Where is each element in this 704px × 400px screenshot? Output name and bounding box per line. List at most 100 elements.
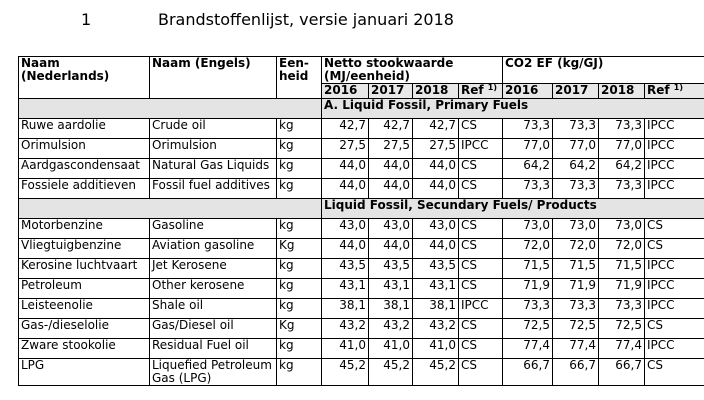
- cell-co2-value: 66,7: [598, 358, 645, 386]
- section-spacer: [18, 198, 322, 219]
- cell-net-ref: CS: [458, 238, 503, 259]
- cell-net-value: 27,5: [412, 138, 459, 159]
- cell-unit: kg: [276, 118, 322, 139]
- cell-co2-value: 71,9: [552, 278, 599, 299]
- year-header: 2018: [412, 83, 459, 99]
- cell-net-value: 45,2: [368, 358, 413, 386]
- cell-co2-value: 72,5: [502, 318, 553, 339]
- cell-net-value: 43,2: [368, 318, 413, 339]
- col-header-co2-ef: CO2 EF (kg/GJ): [501, 56, 704, 84]
- cell-name-en: Jet Kerosene: [149, 258, 277, 279]
- table-row: Vliegtuigbenzine Aviation gasoline Kg 44,0 4…: [18, 238, 704, 259]
- cell-net-ref: CS: [458, 318, 503, 339]
- cell-unit: kg: [276, 278, 322, 299]
- ref-header: Ref 1): [643, 83, 704, 99]
- table-row: Petroleum Other kerosene kg 43,1 43,1 43,1 CS 7…: [18, 278, 704, 299]
- cell-net-value: 43,2: [412, 318, 459, 339]
- table-row: Motorbenzine Gasoline kg 43,0 43,0 43,0 CS 73,0…: [18, 218, 704, 239]
- cell-co2-ref: IPCC: [643, 158, 704, 179]
- cell-co2-value: 73,3: [598, 178, 645, 199]
- cell-net-value: 38,1: [321, 298, 369, 319]
- cell-name-nl: Gas-/dieselolie: [18, 318, 150, 339]
- cell-name-en: Fossil fuel additives: [149, 178, 277, 199]
- cell-co2-value: 73,3: [598, 298, 645, 319]
- cell-net-value: 42,7: [321, 118, 369, 139]
- table-row: Ruwe aardolie Crude oil kg 42,7 42,7 42,7 CS 73…: [18, 118, 704, 139]
- cell-net-value: 43,0: [321, 218, 369, 239]
- ref-footnote-marker: 1): [487, 83, 498, 92]
- cell-co2-value: 73,3: [552, 118, 599, 139]
- cell-name-nl: Orimulsion: [18, 138, 150, 159]
- year-header-row: 2016 2017 2018 Ref 1) 2016 2017 2018 Ref…: [19, 83, 704, 99]
- cell-co2-value: 77,4: [598, 338, 645, 359]
- table-row: Fossiele additieven Fossil fuel additives…: [18, 178, 704, 199]
- cell-co2-value: 72,0: [598, 238, 645, 259]
- cell-net-value: 44,0: [412, 158, 459, 179]
- cell-name-nl: Motorbenzine: [18, 218, 150, 239]
- cell-co2-ref: IPCC: [643, 178, 704, 199]
- table-row: Gas-/dieselolie Gas/Diesel oil Kg 43,2 43,2 4…: [18, 318, 704, 339]
- cell-name-nl: Leisteenolie: [18, 298, 150, 319]
- cell-co2-value: 77,4: [552, 338, 599, 359]
- section-title: A. Liquid Fossil, Primary Fuels: [320, 98, 704, 119]
- cell-net-value: 43,1: [368, 278, 413, 299]
- cell-co2-value: 73,0: [552, 218, 599, 239]
- cell-unit: kg: [276, 358, 322, 386]
- cell-net-value: 38,1: [412, 298, 459, 319]
- cell-co2-value: 73,3: [552, 298, 599, 319]
- section-spacer: [18, 98, 322, 119]
- cell-net-value: 44,0: [368, 158, 413, 179]
- fuel-table: Naam (Nederlands) Naam (Engels) Een-heid…: [18, 56, 704, 386]
- cell-co2-value: 73,0: [502, 218, 553, 239]
- cell-co2-value: 72,5: [552, 318, 599, 339]
- cell-co2-value: 73,3: [502, 298, 553, 319]
- cell-net-value: 43,0: [412, 218, 459, 239]
- ref-footnote-marker: 1): [673, 83, 684, 92]
- cell-co2-value: 73,3: [502, 118, 553, 139]
- table-row: Orimulsion Orimulsion kg 27,5 27,5 27,5 IPCC 77…: [18, 138, 704, 159]
- table-row: Leisteenolie Shale oil kg 38,1 38,1 38,1 IPCC 7…: [18, 298, 704, 319]
- year-header: 2018: [598, 83, 645, 99]
- cell-net-ref: IPCC: [458, 298, 503, 319]
- cell-name-nl: Petroleum: [18, 278, 150, 299]
- cell-name-en: Gas/Diesel oil: [149, 318, 277, 339]
- cell-name-nl: Ruwe aardolie: [18, 118, 150, 139]
- cell-co2-value: 64,2: [598, 158, 645, 179]
- cell-co2-ref: CS: [643, 218, 704, 239]
- cell-co2-ref: IPCC: [643, 338, 704, 359]
- col-header-unit: Een-heid: [276, 56, 322, 99]
- cell-co2-value: 73,3: [552, 178, 599, 199]
- cell-name-en: Shale oil: [149, 298, 277, 319]
- cell-name-en: Natural Gas Liquids: [149, 158, 277, 179]
- cell-net-ref: CS: [458, 118, 503, 139]
- table-row: Kerosine luchtvaart Jet Kerosene kg 43,5 43,…: [18, 258, 704, 279]
- cell-unit: kg: [276, 178, 322, 199]
- year-header: 2017: [552, 83, 599, 99]
- cell-co2-value: 72,5: [598, 318, 645, 339]
- cell-net-value: 44,0: [368, 238, 413, 259]
- cell-co2-value: 77,0: [598, 138, 645, 159]
- cell-name-nl: Aardgascondensaat: [18, 158, 150, 179]
- cell-net-value: 42,7: [368, 118, 413, 139]
- cell-net-ref: CS: [458, 358, 503, 386]
- cell-net-ref: CS: [458, 218, 503, 239]
- cell-co2-value: 66,7: [552, 358, 599, 386]
- cell-co2-ref: IPCC: [643, 258, 704, 279]
- table-row: LPG Liquefied Petroleum Gas (LPG) kg 45,2 45…: [18, 358, 704, 386]
- cell-net-ref: CS: [458, 338, 503, 359]
- cell-net-value: 41,0: [412, 338, 459, 359]
- cell-net-value: 43,2: [321, 318, 369, 339]
- cell-net-value: 43,5: [321, 258, 369, 279]
- cell-name-nl: Fossiele additieven: [18, 178, 150, 199]
- year-header: 2017: [368, 83, 413, 99]
- cell-co2-ref: CS: [643, 358, 704, 386]
- cell-name-nl: LPG: [18, 358, 150, 386]
- cell-net-value: 44,0: [412, 178, 459, 199]
- cell-name-en: Orimulsion: [149, 138, 277, 159]
- cell-co2-ref: IPCC: [643, 278, 704, 299]
- cell-name-nl: Kerosine luchtvaart: [18, 258, 150, 279]
- cell-co2-value: 73,3: [598, 118, 645, 139]
- cell-co2-value: 64,2: [502, 158, 553, 179]
- cell-name-en: Crude oil: [149, 118, 277, 139]
- cell-net-ref: CS: [458, 158, 503, 179]
